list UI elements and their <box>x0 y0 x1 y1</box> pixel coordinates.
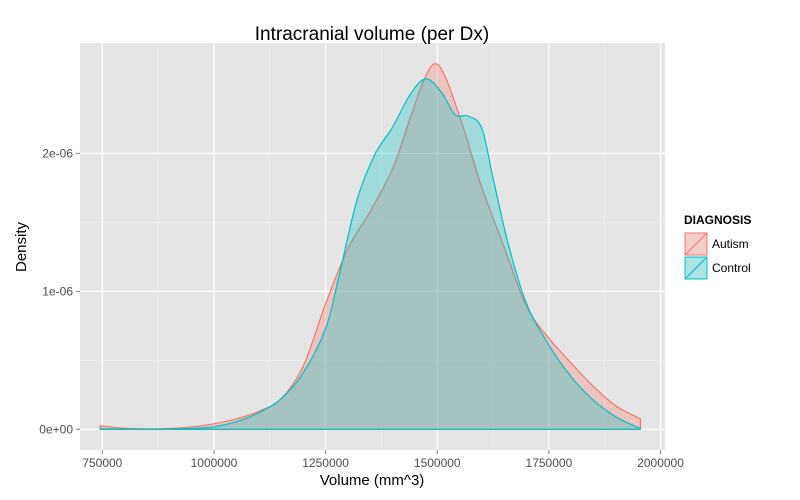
density-area-control <box>99 78 642 430</box>
panel-background <box>80 43 665 450</box>
y-axis-ticks: 0e+00 1e-06 2e-06 <box>39 146 80 436</box>
legend-key-control <box>683 255 709 281</box>
minor-gridlines <box>80 43 665 450</box>
x-axis-ticks: 750000 1000000 1250000 1500000 1750000 200000… <box>82 450 684 470</box>
legend-key-autism <box>683 231 709 257</box>
x-tick-label: 2000000 <box>637 456 684 470</box>
y-axis-title: Density <box>13 221 30 272</box>
y-tick-label: 1e-06 <box>42 284 73 298</box>
density-series <box>99 63 642 430</box>
legend-label-autism: Autism <box>712 237 749 251</box>
x-tick-label: 750000 <box>82 456 122 470</box>
x-tick-label: 1500000 <box>414 456 461 470</box>
legend-title: DIAGNOSIS <box>684 213 751 227</box>
x-tick-label: 1750000 <box>526 456 573 470</box>
x-tick-label: 1000000 <box>191 456 238 470</box>
legend-label-control: Control <box>712 261 751 275</box>
y-tick-label: 2e-06 <box>42 146 73 160</box>
legend: DIAGNOSIS Autism Control <box>683 213 751 281</box>
x-tick-label: 1250000 <box>302 456 349 470</box>
chart-title: Intracranial volume (per Dx) <box>255 24 489 45</box>
x-axis-title: Volume (mm^3) <box>320 472 425 489</box>
density-area-autism <box>99 63 642 430</box>
y-tick-label: 0e+00 <box>39 422 73 436</box>
